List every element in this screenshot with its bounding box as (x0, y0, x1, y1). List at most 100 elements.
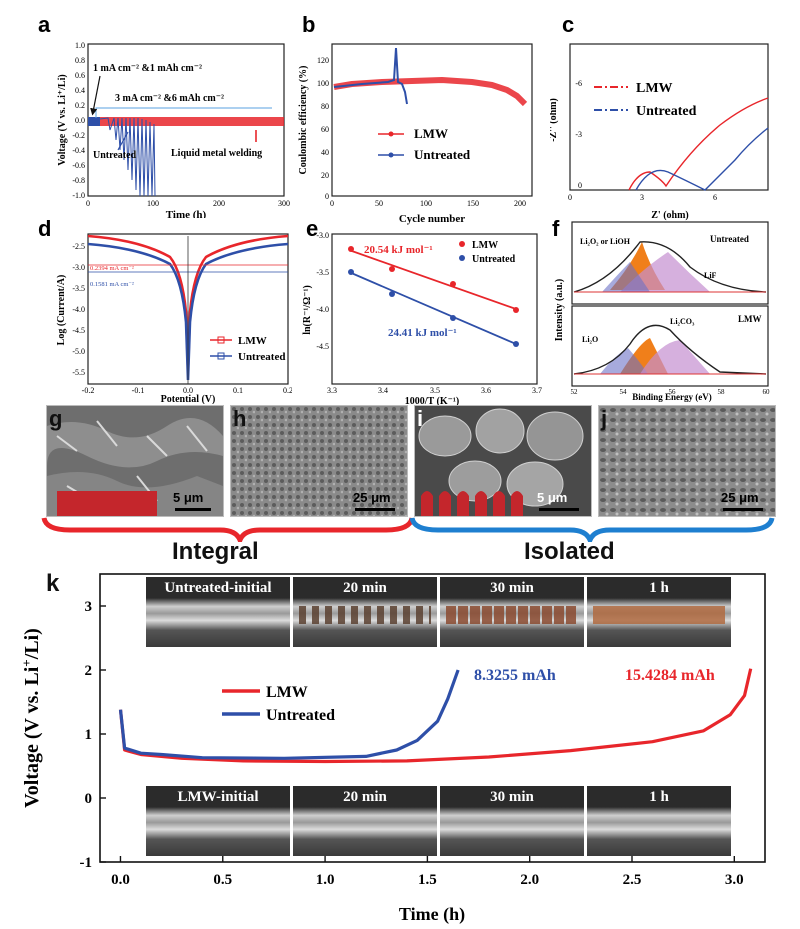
panel-d-legend-lmw: LMW (238, 335, 267, 347)
micrograph-g-scale-label: 5 μm (173, 490, 204, 505)
panel-k-cap-lmw: 15.4284 mAh (625, 667, 715, 684)
panel-d-xtick: 0.1 (233, 386, 243, 395)
panel-f-bottom-peak-li2o (600, 348, 648, 374)
panel-f-ylabel: Intensity (a.u.) (554, 279, 565, 342)
panel-b-legend-lmw-marker (388, 131, 394, 137)
photo-label: 20 min (343, 580, 387, 596)
panel-e-xtick: 3.6 (481, 386, 491, 395)
panel-f-bottom-axes (571, 305, 769, 387)
photo-cell: 1 h (587, 577, 731, 647)
photo-label: Untreated-initial (164, 580, 272, 596)
panel-d-legend-untreated-marker (217, 352, 225, 360)
panel-k-cap-untreated: 8.3255 mAh (474, 667, 556, 684)
panel-k-xtick: 2.0 (520, 872, 539, 888)
panel-f-bottom-label-1: Li₂O (582, 335, 598, 344)
photo-label: 1 h (649, 580, 669, 596)
photo-strip-top: Untreated-initial 20 min 30 min 1 h (146, 577, 732, 647)
panel-c-legend-lmw: LMW (636, 81, 673, 96)
panel-k-axes (99, 573, 766, 863)
panel-e-xtick: 3.3 (327, 386, 337, 395)
panel-k-ytick: 1 (85, 727, 93, 743)
panel-a-ytick: 0.2 (75, 101, 85, 110)
panel-a-xtick: 100 (147, 199, 159, 208)
panel-d-xlabel: Potential (V) (161, 394, 216, 404)
panel-d-chart: d Log (Current/A) Potential (V) -2.5 -3.… (38, 216, 292, 404)
panel-c-ytick: -3 (575, 130, 582, 139)
panel-e-xlabel: 1000/T (K⁻¹) (405, 396, 459, 407)
panel-d-ylabel: Log (Current/A) (56, 275, 67, 346)
photo-cell: 20 min (293, 577, 437, 647)
panel-f-bottom-envelope (573, 324, 767, 375)
panel-b-xtick: 0 (330, 199, 334, 208)
panel-c-ytick: 0 (578, 181, 582, 190)
panel-e-legend-untreated: Untreated (472, 254, 516, 265)
photo-strip-bottom: LMW-initial 20 min 30 min 1 h (146, 786, 732, 856)
panel-f-xtick: 58 (718, 388, 726, 396)
panel-b-xtick: 100 (420, 199, 432, 208)
panel-f-bottom-title: LMW (738, 314, 762, 324)
panel-b-ytick: 100 (317, 79, 329, 88)
photo-cell: 1 h (587, 786, 731, 856)
panel-d-icorr-lmw: 0.2394 mA cm⁻² (90, 265, 134, 272)
micrograph-j-scale-label: 25 μm (721, 490, 759, 505)
photo-cell: 20 min (293, 786, 437, 856)
panel-e-untreated-point (348, 269, 354, 275)
panel-e-legend-lmw-marker (459, 241, 465, 247)
panel-b-ytick: 0 (325, 192, 329, 201)
panel-a-lmw-trace (96, 117, 284, 126)
panel-e-ylabel: ln(R⁻¹/Ω⁻¹) (302, 285, 313, 335)
panel-d-ytick: -2.5 (72, 242, 85, 251)
panel-e-ytick: -4.0 (316, 305, 329, 314)
panel-e-lmw-point (513, 307, 519, 313)
photo-cell: 30 min (440, 577, 584, 647)
panel-c-lmw-series (628, 97, 769, 191)
micrograph-j-scale-bar (723, 508, 763, 511)
panel-k-ylabel: Voltage (V vs. Li+/Li) (19, 628, 43, 808)
panel-e-xtick: 3.7 (532, 386, 542, 395)
micrograph-i-scale-label: 5 μm (537, 490, 568, 505)
panel-k-chart: Voltage (V vs. Li+/Li) Time (h) 0.0 0.5 1.… (19, 573, 766, 925)
panel-f-bottom-peak-3 (640, 340, 710, 374)
panel-f-xtick: 52 (571, 388, 579, 396)
panel-b-legend-lmw: LMW (414, 126, 448, 141)
panel-a-ytick: -0.4 (72, 146, 85, 155)
micrograph-i-scale-bar (539, 508, 579, 511)
micrograph-g-scale-bar (175, 508, 211, 511)
group-brackets (41, 517, 775, 542)
panel-b-ytick: 60 (321, 125, 329, 134)
panel-c-xlabel: Z' (ohm) (651, 210, 689, 221)
photo-label: 30 min (490, 789, 534, 805)
panel-k-legend-untreated: Untreated (266, 707, 335, 724)
panel-e-chart: e ln(R⁻¹/Ω⁻¹) 1000/T (K⁻¹) -3.0 -3.5 -4.… (302, 216, 542, 407)
panel-e-ea-lmw: 20.54 kJ mol⁻¹ (364, 244, 433, 256)
panel-d-ytick: -5.0 (72, 347, 85, 356)
panel-c-letter: c (562, 12, 574, 37)
panel-a-annotation-1: 1 mA cm⁻² &1 mAh cm⁻² (93, 63, 202, 74)
panel-b-xlabel: Cycle number (399, 213, 465, 225)
photo-cell: 30 min (440, 786, 584, 856)
panel-c-ytick: -6 (575, 79, 582, 88)
panel-k-letter: k (46, 570, 60, 597)
panel-a-xlabel: Time (h) (166, 209, 207, 218)
panel-a-untreated-label: Untreated (93, 150, 137, 161)
photo-label: 20 min (343, 789, 387, 805)
panel-c-xtick: 3 (640, 193, 644, 202)
panel-b-ytick: 80 (321, 102, 329, 111)
micrograph-h: h 25 μm (230, 405, 408, 517)
panel-b-axes (331, 43, 533, 197)
panel-e-ytick: -3.0 (316, 231, 329, 240)
label-integral: Integral (172, 538, 259, 565)
micrograph-g-inset (57, 491, 157, 516)
panel-a-untreated-initial-trace (88, 117, 100, 126)
panel-a-xtick: 0 (86, 199, 90, 208)
panel-d-legend-untreated: Untreated (238, 351, 285, 363)
panel-c-chart: c -Z'' (ohm) Z' (ohm) -6 -3 0 0 3 6 LMW … (550, 12, 769, 221)
panel-k-xtick: 0.5 (213, 872, 232, 888)
panel-k-ytick: -1 (80, 855, 93, 871)
micrograph-j-texture (599, 406, 775, 516)
panel-f-top-label-2: LiF (704, 271, 717, 280)
panel-f-top-peak-3 (602, 262, 650, 292)
photo-corrosion (593, 606, 725, 624)
micrograph-g: g 5 μm (46, 405, 224, 517)
panel-a-xtick: 300 (278, 199, 290, 208)
